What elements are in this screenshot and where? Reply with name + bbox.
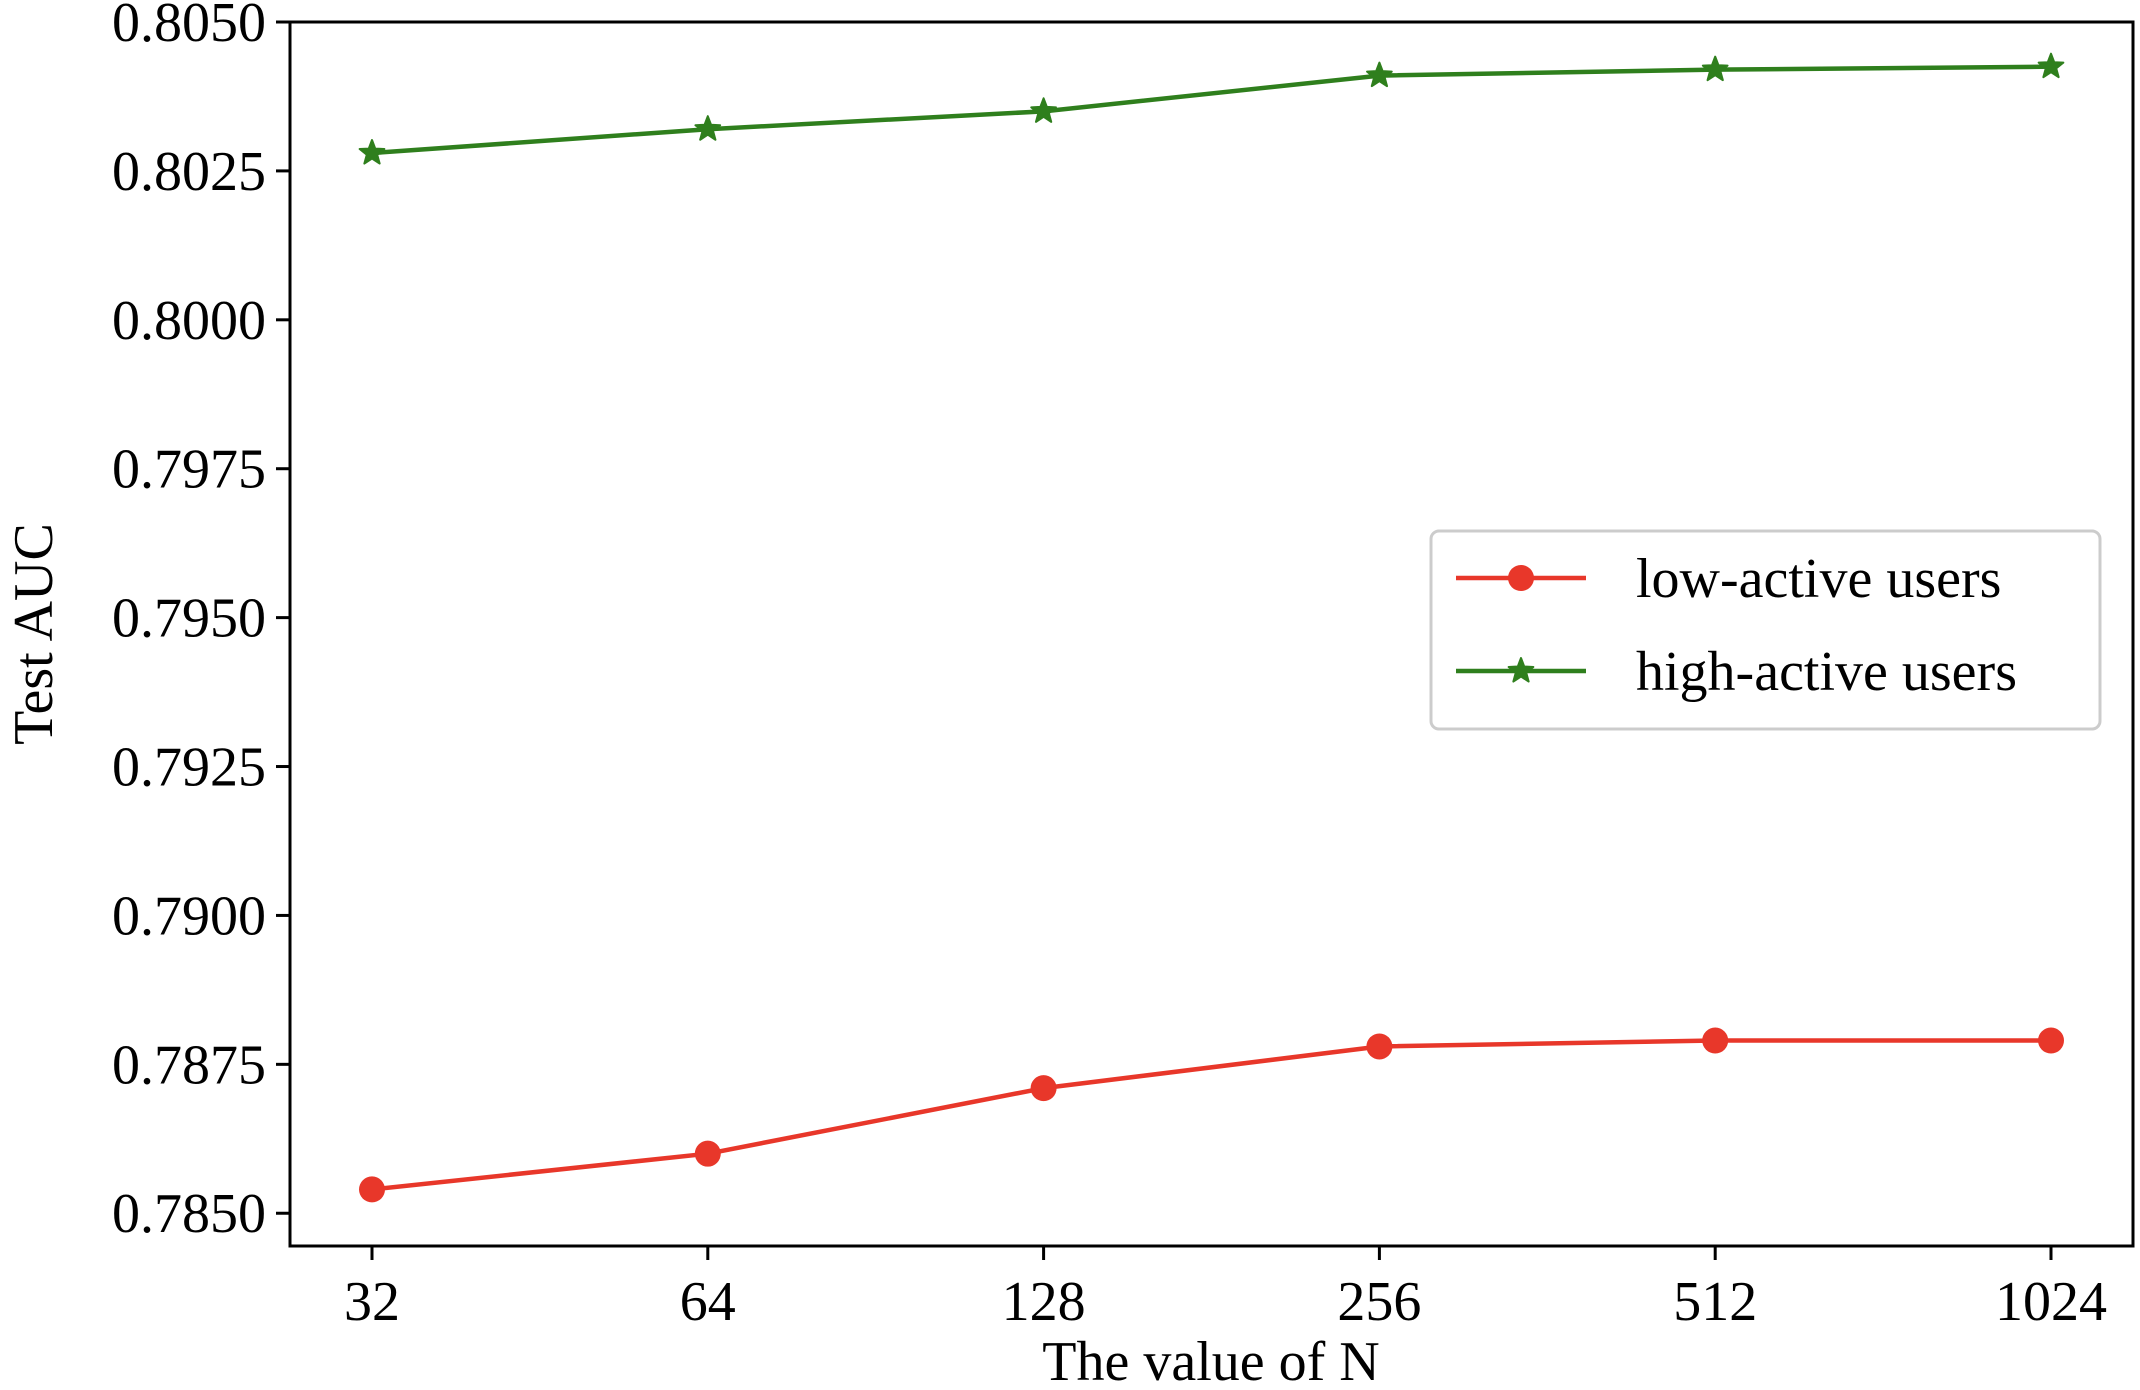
x-axis-title: The value of N: [1042, 1331, 1379, 1390]
y-tick-label: 0.7925: [112, 737, 266, 799]
legend-label: low-active users: [1636, 548, 2001, 610]
legend-marker: [1507, 657, 1535, 683]
series-high-active-users: [358, 52, 2065, 165]
y-tick-label: 0.7975: [112, 439, 266, 501]
legend-entry: high-active users: [1456, 641, 2017, 703]
legend-marker: [1508, 565, 1534, 591]
x-tick-label: 128: [1002, 1271, 1086, 1333]
plot-area: [288, 20, 2135, 1248]
legend: low-active users high-active users: [1429, 529, 2102, 731]
y-tick-label: 0.7875: [112, 1034, 266, 1096]
series-low-active-users: [359, 1027, 2064, 1203]
data-point: [1366, 1033, 1393, 1060]
data-point: [694, 115, 722, 141]
legend-box: [1429, 529, 2102, 731]
data-point: [1030, 1075, 1057, 1102]
x-axis: 32 64 128 256 512 1024: [344, 1246, 2107, 1333]
data-point: [2037, 52, 2065, 79]
x-tick-label: 32: [344, 1271, 400, 1333]
x-tick-label: 256: [1337, 1271, 1421, 1333]
plot-frame: [288, 20, 2135, 1248]
x-tick-label: 512: [1673, 1271, 1757, 1333]
y-axis: 0.7850 0.7875 0.7900 0.7925 0.7950 0.7975 0.80…: [112, 0, 290, 1245]
legend-entries: low-active users high-active users: [1456, 548, 2017, 703]
x-tick-label: 1024: [1995, 1271, 2107, 1333]
legend-entry: low-active users: [1456, 548, 2001, 610]
series-line: [371, 1038, 2051, 1192]
legend-label: high-active users: [1636, 641, 2017, 703]
y-tick-label: 0.7950: [112, 588, 266, 650]
data-point: [1702, 1027, 1729, 1054]
data-point: [358, 139, 386, 165]
data-point: [359, 1176, 385, 1203]
data-point: [1701, 55, 1729, 82]
x-tick-label: 64: [680, 1271, 736, 1333]
series-line: [371, 64, 2052, 156]
y-tick-label: 0.8000: [112, 290, 266, 352]
y-tick-label: 0.7900: [112, 885, 266, 947]
y-tick-label: 0.8025: [112, 141, 266, 203]
data-point: [2038, 1027, 2064, 1054]
data-point: [1030, 97, 1057, 123]
series-layer: [358, 52, 2065, 1203]
data-point: [1366, 61, 1393, 88]
data-point: [694, 1140, 721, 1167]
y-tick-label: 0.8050: [112, 0, 266, 54]
y-tick-label: 0.7850: [112, 1183, 266, 1245]
y-axis-title: Test AUC: [3, 523, 65, 745]
